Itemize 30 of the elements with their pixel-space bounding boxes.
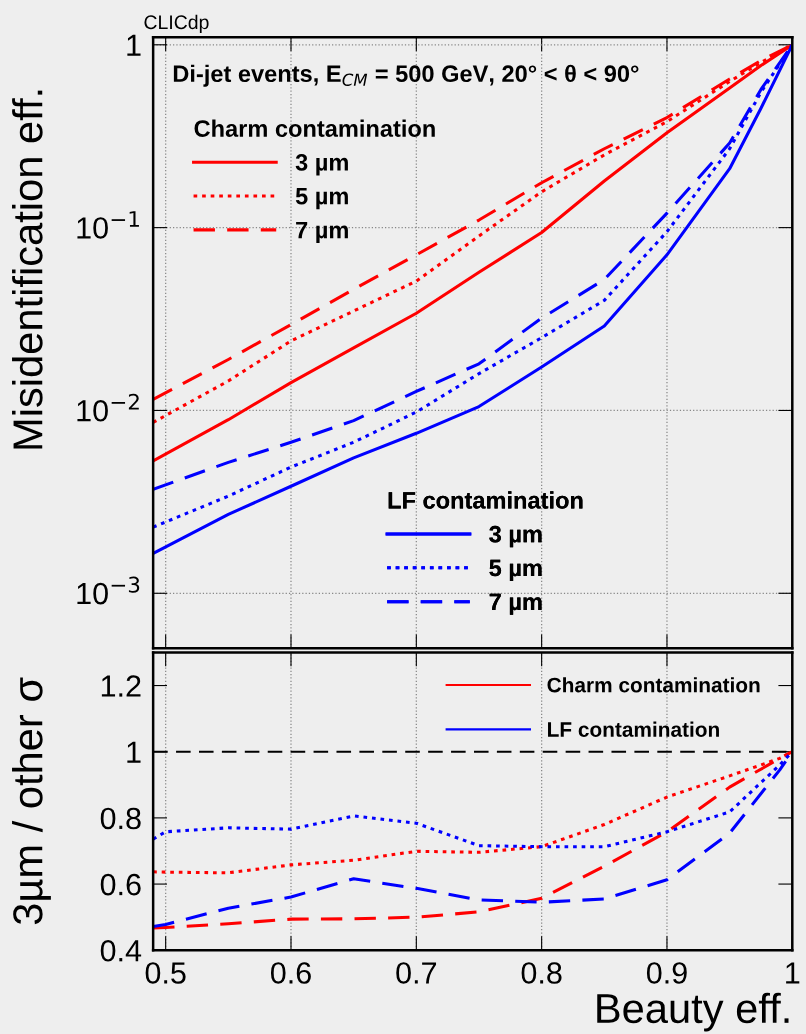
x-tick-label: 0.5	[145, 962, 186, 984]
x-tick-label: 0.8	[521, 962, 562, 984]
y-tick-label: 10$^{−3}$	[77, 576, 140, 605]
y-tick-label: 0.4	[100, 939, 142, 962]
annotation: Di-jet events, E$_{CM}$ = 500 GeV, 20° < θ < 90°	[173, 64, 639, 87]
legend-label: LF contamination	[548, 721, 719, 737]
legend-label: Charm contamination	[547, 677, 760, 693]
y-axis-title: 3µm / other σ	[12, 677, 51, 925]
legend-label: 7 µm	[489, 593, 542, 615]
y-axis-title: Misidentification eff.	[12, 90, 43, 449]
y-tick-label: 0.6	[100, 873, 141, 896]
text: CLICdp	[144, 14, 209, 33]
y-tick-label: 1	[127, 741, 141, 763]
x-tick-label: 0.7	[396, 962, 437, 984]
text: Charm contamination	[194, 119, 435, 137]
y-tick-label: 10$^{−2}$	[77, 393, 139, 422]
text: LF contamination	[388, 491, 583, 509]
x-tick-label: 1	[786, 962, 800, 984]
x-axis-title: Beauty eff.	[597, 992, 789, 1032]
y-tick-label: 1.2	[101, 675, 141, 697]
legend-label: 3 µm	[295, 154, 348, 176]
legend-label: 5 µm	[489, 559, 542, 582]
y-tick-label: 0.8	[100, 807, 141, 830]
y-tick-label: 10$^{−1}$	[77, 211, 139, 239]
legend-label: 3 µm	[489, 525, 542, 548]
x-tick-label: 0.9	[646, 962, 687, 984]
legend-label: 7 µm	[296, 221, 348, 244]
x-tick-label: 0.6	[270, 962, 311, 984]
legend-label: 5 µm	[295, 188, 348, 210]
y-tick-label: 1	[127, 34, 141, 56]
